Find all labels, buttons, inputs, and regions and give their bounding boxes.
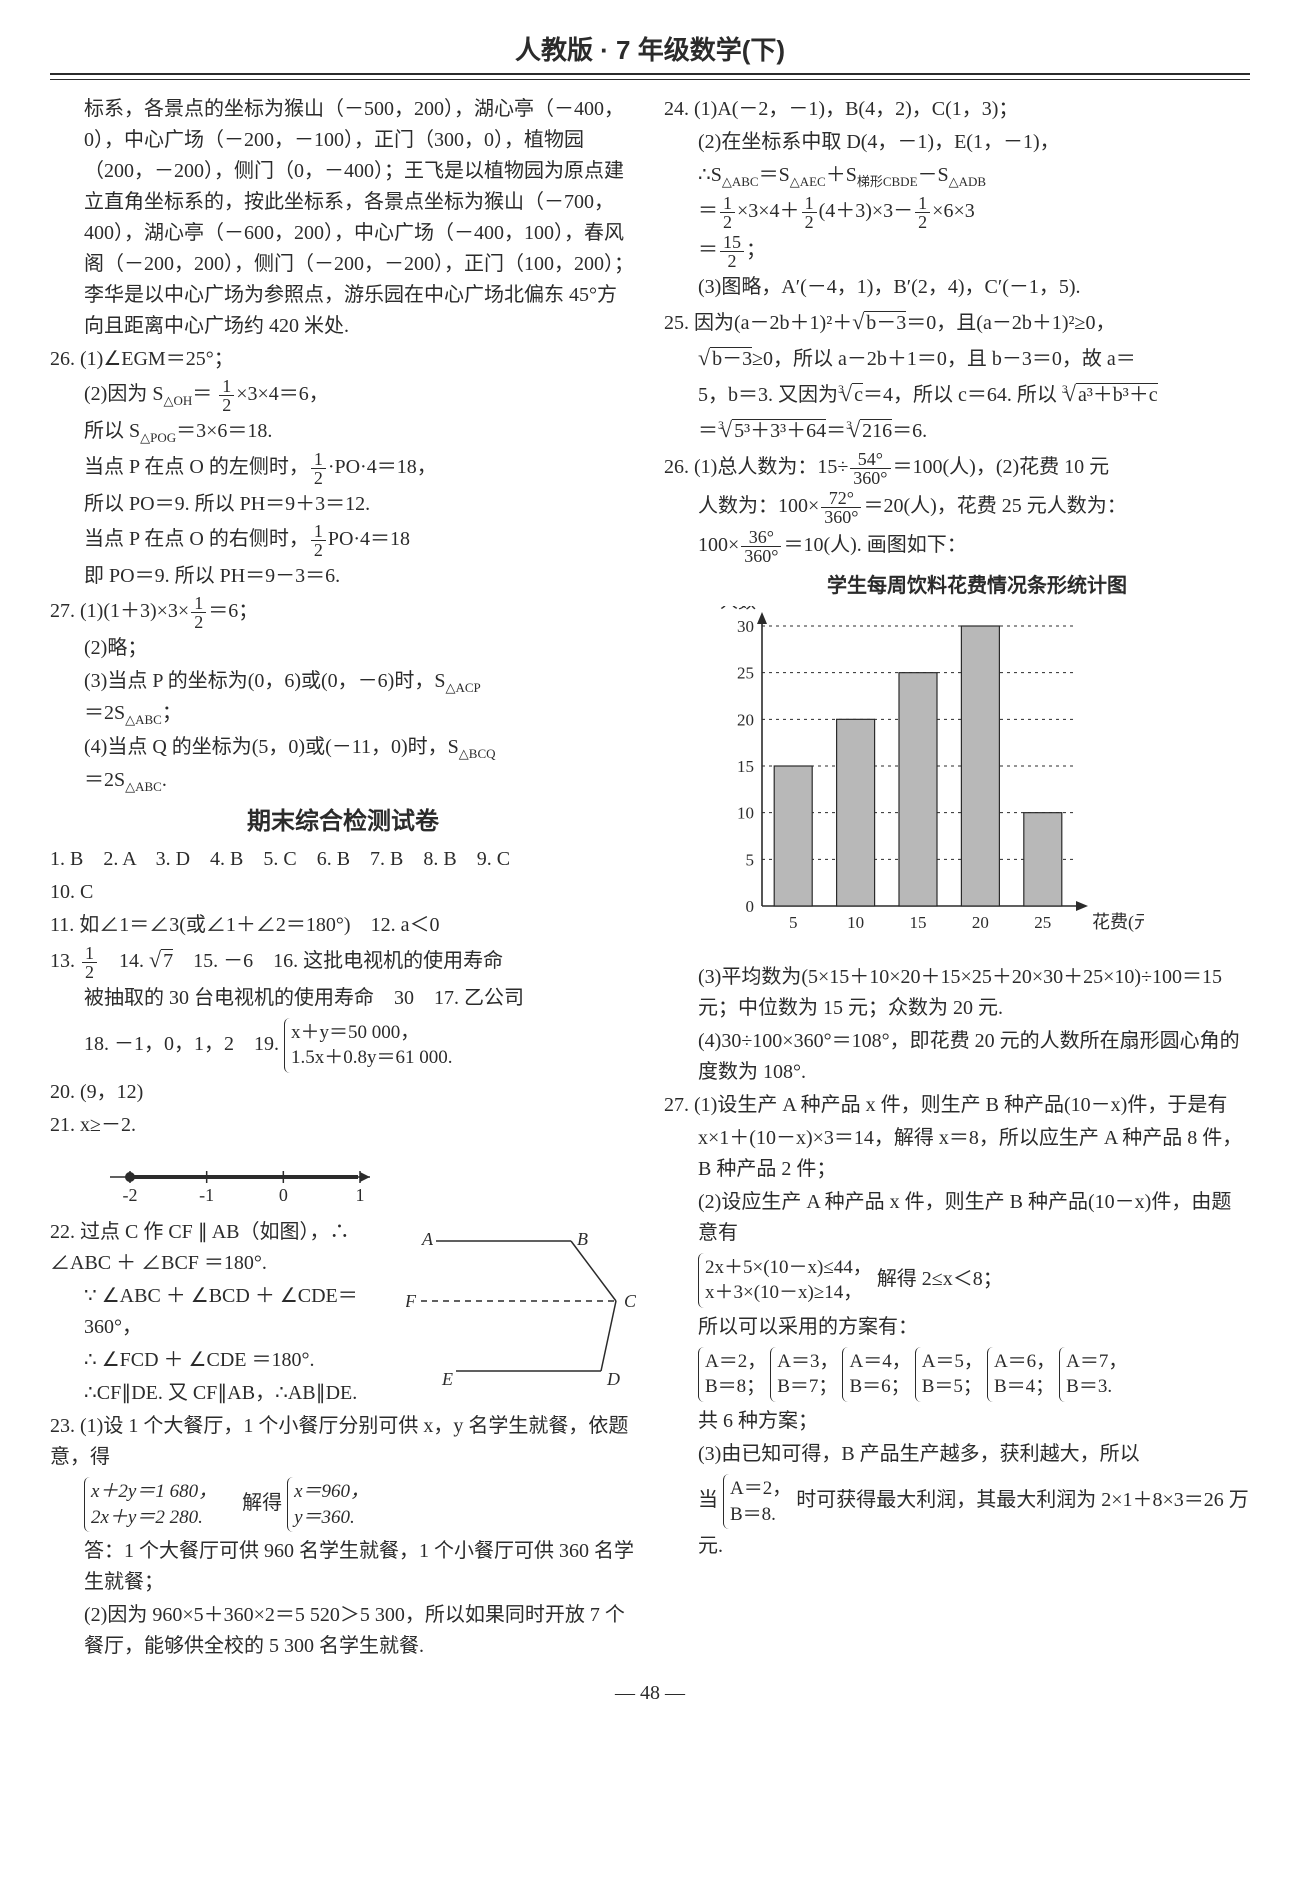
q27-3b: 当 A＝2，B＝8. 时可获得最大利润，其最大利润为 2×1＋8×3＝26 万元… [664, 1472, 1250, 1562]
two-column-layout: 标系，各景点的坐标为猴山（－500，200），湖心亭（－400，0），中心广场（… [50, 94, 1250, 1664]
q25-c: 5，b＝3. 又因为3√c＝4，所以 c＝64. 所以 3√a³＋b³＋c [664, 377, 1250, 411]
q22-block: ABCDEF 22. 过点 C 作 CF ∥ AB（如图），∴ ∠ABC ＋ ∠… [50, 1217, 636, 1411]
right-column: 24. (1)A(－2，－1)，B(4，2)，C(1，3)； (2)在坐标系中取… [664, 94, 1250, 1664]
q27-3: (3)当点 P 的坐标为(0，6)或(0，－6)时，S△ACP ＝2S△ABC； [50, 666, 636, 730]
q21: 21. x≥－2. [50, 1110, 636, 1141]
page-number: — 48 — [50, 1682, 1250, 1705]
svg-text:C: C [624, 1291, 636, 1311]
q27-2c: 所以可以采用的方案有： [664, 1312, 1250, 1343]
svg-text:5: 5 [746, 850, 755, 869]
q26-3txt: (3)平均数为(5×15＋10×20＋15×25＋20×30＋25×10)÷10… [664, 962, 1250, 1024]
page-header: 人教版 · 7 年级数学(下) [50, 30, 1250, 75]
svg-text:10: 10 [737, 803, 754, 822]
q27-2d: 共 6 种方案； [664, 1406, 1250, 1437]
q27-1a: 27. (1)设生产 A 种产品 x 件，则生产 B 种产品(10－x)件，于是… [664, 1090, 1250, 1121]
q11-12: 11. 如∠1＝∠3(或∠1＋∠2＝180°) 12. a＜0 [50, 910, 636, 941]
q26-3: 100×36°360°＝10(人). 画图如下： [664, 528, 1250, 565]
svg-text:花费(元): 花费(元) [1092, 912, 1144, 933]
mc-answers-2: 10. C [50, 877, 636, 908]
q26-2b: 所以 S△POG＝3×6＝18. [50, 416, 636, 448]
q26-1: 26. (1)总人数为：15÷54°360°＝100(人)，(2)花费 10 元 [664, 450, 1250, 487]
q27-1b: x×1＋(10－x)×3＝14，解得 x＝8，所以应生产 A 种产品 8 件，B… [664, 1123, 1250, 1185]
q27-2b: 2x＋5×(10－x)≤44，x＋3×(10－x)≥14， 解得 2≤x＜8； [664, 1251, 1250, 1310]
svg-text:D: D [606, 1369, 620, 1389]
q23-2: (2)因为 960×5＋360×2＝5 520＞5 300，所以如果同时开放 7… [50, 1600, 636, 1662]
svg-text:10: 10 [847, 913, 864, 932]
svg-text:15: 15 [737, 757, 754, 776]
section-title-final-exam: 期末综合检测试卷 [50, 803, 636, 840]
svg-text:20: 20 [737, 710, 754, 729]
q27-4: (4)当点 Q 的坐标为(5，0)或(－11，0)时，S△BCQ ＝2S△ABC… [50, 732, 636, 796]
svg-text:0: 0 [279, 1185, 288, 1205]
q26-1: 26. (1)∠EGM＝25°； [50, 344, 636, 375]
q26-2f: 即 PO＝9. 所以 PH＝9－3＝6. [50, 561, 636, 592]
svg-text:-2: -2 [123, 1185, 138, 1205]
left-column: 标系，各景点的坐标为猴山（－500，200），湖心亭（－400，0），中心广场（… [50, 94, 636, 1664]
q27-plans: A＝2，B＝8；A＝3，B＝7；A＝4，B＝6；A＝5，B＝5；A＝6，B＝4；… [664, 1345, 1250, 1404]
q26-2a: (2)因为 S△OH＝ 12×3×4＝6， [50, 377, 636, 414]
svg-text:人数: 人数 [720, 606, 756, 612]
q27-2: (2)略； [50, 633, 636, 664]
q25-b: √b－3≥0，所以 a－2b＋1＝0，且 b－3＝0，故 a＝ [664, 341, 1250, 375]
q27-2a: (2)设应生产 A 种产品 x 件，则生产 B 种产品(10－x)件，由题意有 [664, 1187, 1250, 1249]
number-line-figure: -2 -1 0 1 [90, 1147, 636, 1207]
q18-19: 18. －1，0，1，2 19. x＋y＝50 000，1.5x＋0.8y＝61… [50, 1016, 636, 1075]
svg-text:5: 5 [789, 913, 798, 932]
q25-continuation: 标系，各景点的坐标为猴山（－500，200），湖心亭（－400，0），中心广场（… [50, 94, 636, 342]
q26-2c: 当点 P 在点 O 的左侧时，12·PO·4＝18， [50, 450, 636, 487]
q25-a: 25. 因为(a－2b＋1)²＋√b－3＝0，且(a－2b＋1)²≥0， [664, 305, 1250, 339]
q24-2b: ∴S△ABC＝S△AEC＋S梯形CBDE－S△ADB [664, 160, 1250, 192]
q24-2c: ＝12×3×4＋12(4＋3)×3－12×6×3 [664, 194, 1250, 231]
q24-2d: ＝152； [664, 233, 1250, 270]
q26-2e: 当点 P 在点 O 的右侧时，12PO·4＝18 [50, 522, 636, 559]
svg-text:1: 1 [356, 1185, 365, 1205]
q27-3a: (3)由已知可得，B 产品生产越多，获利越大，所以 [664, 1439, 1250, 1470]
svg-text:E: E [441, 1369, 453, 1389]
q24-3: (3)图略，A′(－4，1)，B′(2，4)，C′(－1，5). [664, 272, 1250, 303]
svg-text:-1: -1 [199, 1185, 214, 1205]
svg-text:0: 0 [746, 897, 755, 916]
svg-text:25: 25 [1034, 913, 1051, 932]
q16-17: 被抽取的 30 台电视机的使用寿命 30 17. 乙公司 [50, 983, 636, 1014]
q26-2d: 所以 PO＝9. 所以 PH＝9＋3＝12. [50, 489, 636, 520]
header-rule [50, 79, 1250, 80]
q23-1a: 23. (1)设 1 个大餐厅，1 个小餐厅分别可供 x，y 名学生就餐，依题意… [50, 1411, 636, 1473]
svg-text:15: 15 [910, 913, 927, 932]
svg-text:A: A [421, 1229, 434, 1249]
geometry-figure-abcde: A B C D E F [406, 1221, 636, 1401]
svg-text:20: 20 [972, 913, 989, 932]
svg-text:F: F [406, 1291, 417, 1311]
q13-16: 13. 12 14. √7 15. －6 16. 这批电视机的使用寿命 [50, 943, 636, 981]
bar-chart-block: 学生每周饮料花费情况条形统计图 0 5 10 15 20 25 30 人数 5 10 15 20 25 花… [704, 571, 1250, 956]
svg-text:25: 25 [737, 663, 754, 682]
q24-1: 24. (1)A(－2，－1)，B(4，2)，C(1，3)； [664, 94, 1250, 125]
svg-text:B: B [577, 1229, 588, 1249]
q20: 20. (9，12) [50, 1077, 636, 1108]
chart-title: 学生每周饮料花费情况条形统计图 [704, 571, 1250, 602]
q25-d: ＝3√5³＋3³＋64＝3√216＝6. [664, 413, 1250, 447]
q26-2: 人数为：100×72°360°＝20(人)，花费 25 元人数为： [664, 489, 1250, 526]
q24-2a: (2)在坐标系中取 D(4，－1)，E(1，－1)， [664, 127, 1250, 158]
svg-text:30: 30 [737, 617, 754, 636]
q23-ans: 答：1 个大餐厅可供 960 名学生就餐，1 个小餐厅可供 360 名学生就餐； [50, 1536, 636, 1598]
bar-chart: 0 5 10 15 20 25 30 人数 5 10 15 20 25 花费(元) [704, 606, 1144, 946]
q27-1: 27. (1)(1＋3)×3×12＝6； [50, 594, 636, 631]
q26-4: (4)30÷100×360°＝108°，即花费 20 元的人数所在扇形圆心角的度… [664, 1026, 1250, 1088]
mc-answers-1: 1. B 2. A 3. D 4. B 5. C 6. B 7. B 8. B … [50, 844, 636, 875]
q23-system: x＋2y＝1 680，2x＋y＝2 280. 解得 x＝960，y＝360. [50, 1475, 636, 1534]
